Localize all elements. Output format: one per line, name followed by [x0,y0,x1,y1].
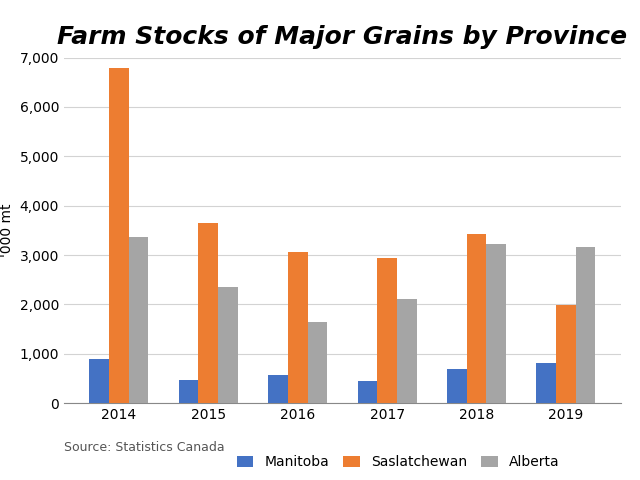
Bar [358,382,377,403]
Bar [536,363,556,403]
Bar [198,224,218,403]
Text: Source: Statistics Canada: Source: Statistics Canada [64,441,225,454]
Title: Farm Stocks of Major Grains by Province: Farm Stocks of Major Grains by Province [58,24,627,48]
Bar [288,252,308,403]
Bar [129,237,148,403]
Bar [218,287,238,403]
Bar [467,234,486,403]
Bar [109,69,129,403]
Y-axis label: '000 mt: '000 mt [0,204,14,257]
Bar [556,305,576,403]
Bar [486,244,506,403]
Bar [90,359,109,403]
Bar [268,375,288,403]
Bar [447,369,467,403]
Bar [397,299,417,403]
Bar [377,258,397,403]
Legend: Manitoba, Saslatchewan, Alberta: Manitoba, Saslatchewan, Alberta [230,448,566,476]
Bar [576,247,595,403]
Bar [179,380,198,403]
Bar [308,322,327,403]
